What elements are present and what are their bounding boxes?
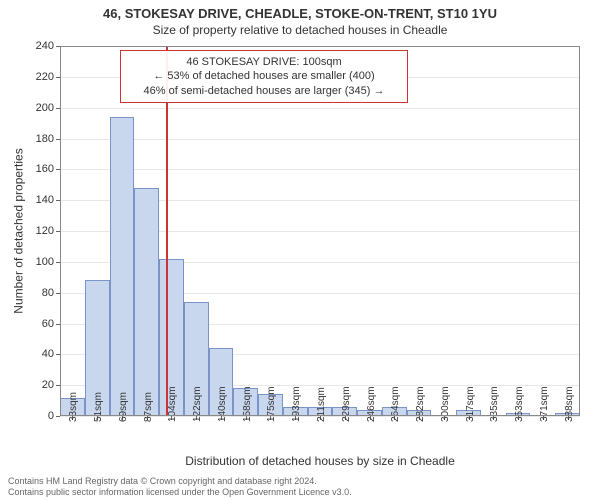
ytick-label: 100: [36, 256, 54, 268]
y-axis: [60, 46, 61, 416]
xtick-label: 317sqm: [465, 386, 476, 422]
xtick-label: 175sqm: [266, 386, 277, 422]
top-axis: [60, 46, 580, 47]
xtick-label: 246sqm: [366, 386, 377, 422]
title-sub: Size of property relative to detached ho…: [8, 23, 592, 37]
ytick-label: 80: [42, 287, 54, 299]
plot-area: 02040608010012014016018020022024033sqm51…: [60, 46, 580, 416]
x-axis: [60, 415, 580, 416]
xtick-label: 300sqm: [440, 386, 451, 422]
ytick-label: 200: [36, 102, 54, 114]
ytick-label: 220: [36, 71, 54, 83]
footer: Contains HM Land Registry data © Crown c…: [8, 476, 592, 498]
y-axis-title: Number of detached properties: [12, 46, 26, 416]
xtick-label: 353sqm: [514, 386, 525, 422]
xtick-label: 158sqm: [242, 386, 253, 422]
chart-container: 46, STOKESAY DRIVE, CHEADLE, STOKE-ON-TR…: [0, 0, 600, 500]
grid-line: [60, 108, 580, 109]
xtick-label: 33sqm: [68, 392, 79, 422]
xtick-label: 229sqm: [341, 386, 352, 422]
ytick-mark: [56, 416, 60, 417]
x-axis-title: Distribution of detached houses by size …: [60, 454, 580, 468]
xtick-label: 335sqm: [489, 386, 500, 422]
xtick-label: 193sqm: [291, 386, 302, 422]
right-axis: [579, 46, 580, 416]
title-main: 46, STOKESAY DRIVE, CHEADLE, STOKE-ON-TR…: [8, 6, 592, 21]
title-block: 46, STOKESAY DRIVE, CHEADLE, STOKE-ON-TR…: [0, 0, 600, 37]
info-line: 46% of semi-detached houses are larger (…: [129, 84, 399, 98]
ytick-label: 240: [36, 40, 54, 52]
grid-line: [60, 169, 580, 170]
footer-line1: Contains HM Land Registry data © Crown c…: [8, 476, 592, 487]
histogram-bar: [110, 117, 135, 416]
info-line: ← 53% of detached houses are smaller (40…: [129, 69, 399, 83]
ytick-label: 40: [42, 348, 54, 360]
xtick-label: 211sqm: [316, 387, 327, 422]
ytick-label: 180: [36, 133, 54, 145]
xtick-label: 104sqm: [167, 386, 178, 422]
grid-line: [60, 139, 580, 140]
ytick-label: 0: [48, 410, 54, 422]
xtick-label: 388sqm: [564, 386, 575, 422]
ytick-label: 140: [36, 194, 54, 206]
xtick-label: 87sqm: [143, 392, 154, 422]
footer-line2: Contains public sector information licen…: [8, 487, 592, 498]
ytick-label: 120: [36, 225, 54, 237]
ytick-label: 20: [42, 379, 54, 391]
xtick-label: 69sqm: [118, 392, 129, 422]
xtick-label: 282sqm: [415, 386, 426, 422]
info-line: 46 STOKESAY DRIVE: 100sqm: [129, 55, 399, 69]
info-box: 46 STOKESAY DRIVE: 100sqm← 53% of detach…: [120, 50, 408, 103]
xtick-label: 140sqm: [217, 386, 228, 422]
xtick-label: 51sqm: [93, 392, 104, 422]
ytick-label: 60: [42, 318, 54, 330]
xtick-label: 371sqm: [539, 386, 550, 422]
ytick-label: 160: [36, 163, 54, 175]
xtick-label: 264sqm: [390, 386, 401, 422]
xtick-label: 122sqm: [192, 386, 203, 422]
histogram-bar: [134, 188, 159, 416]
